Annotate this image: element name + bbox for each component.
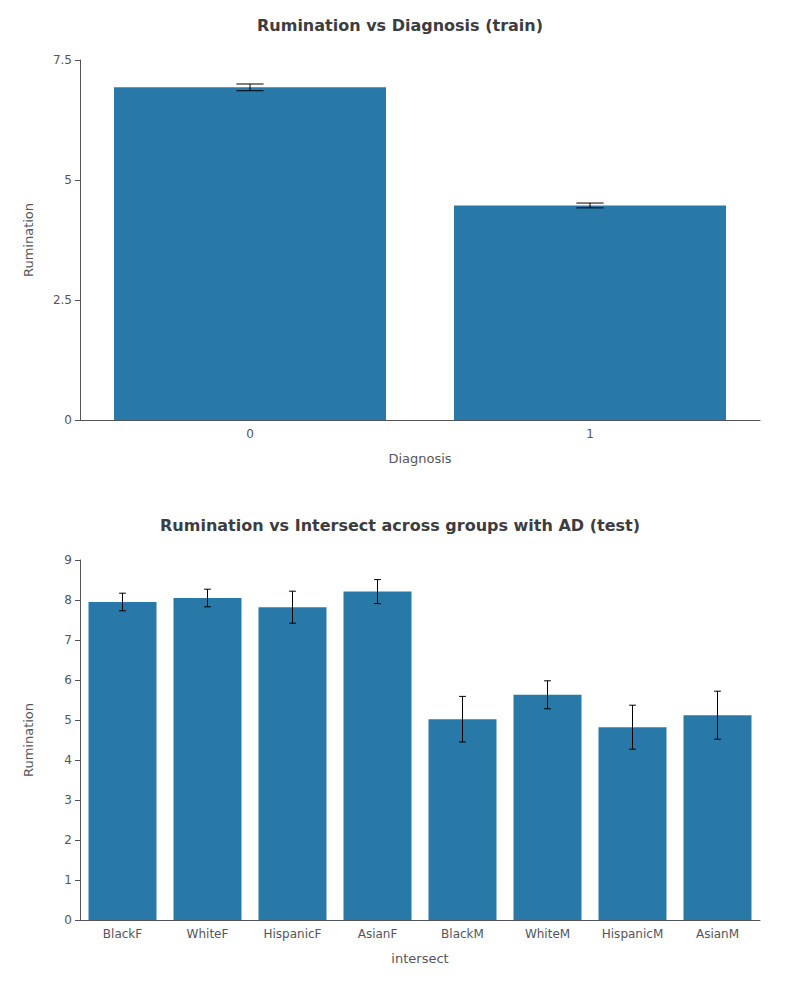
svg-text:1: 1 bbox=[64, 873, 72, 887]
svg-text:6: 6 bbox=[64, 673, 72, 687]
svg-text:2: 2 bbox=[64, 833, 72, 847]
svg-text:HispanicM: HispanicM bbox=[602, 927, 663, 941]
svg-text:WhiteM: WhiteM bbox=[525, 927, 570, 941]
svg-text:4: 4 bbox=[64, 753, 72, 767]
svg-text:7: 7 bbox=[64, 633, 72, 647]
svg-text:5: 5 bbox=[64, 713, 72, 727]
svg-text:Diagnosis: Diagnosis bbox=[388, 451, 451, 466]
svg-text:BlackF: BlackF bbox=[103, 927, 142, 941]
svg-text:Rumination vs Intersect across: Rumination vs Intersect across groups wi… bbox=[160, 516, 640, 535]
svg-text:0: 0 bbox=[246, 427, 254, 441]
svg-text:2.5: 2.5 bbox=[53, 293, 72, 307]
svg-text:Rumination: Rumination bbox=[21, 703, 36, 777]
svg-text:intersect: intersect bbox=[391, 951, 448, 966]
svg-text:AsianF: AsianF bbox=[358, 927, 398, 941]
svg-text:8: 8 bbox=[64, 593, 72, 607]
svg-text:7.5: 7.5 bbox=[53, 53, 72, 67]
svg-text:9: 9 bbox=[64, 553, 72, 567]
svg-text:0: 0 bbox=[64, 413, 72, 427]
svg-text:BlackM: BlackM bbox=[441, 927, 484, 941]
svg-text:0: 0 bbox=[64, 913, 72, 927]
svg-text:Rumination: Rumination bbox=[21, 203, 36, 277]
svg-text:HispanicF: HispanicF bbox=[263, 927, 321, 941]
svg-text:3: 3 bbox=[64, 793, 72, 807]
svg-text:AsianM: AsianM bbox=[696, 927, 739, 941]
svg-text:WhiteF: WhiteF bbox=[187, 927, 229, 941]
svg-text:Rumination vs Diagnosis (train: Rumination vs Diagnosis (train) bbox=[257, 16, 543, 35]
svg-text:1: 1 bbox=[586, 427, 594, 441]
svg-text:5: 5 bbox=[64, 173, 72, 187]
